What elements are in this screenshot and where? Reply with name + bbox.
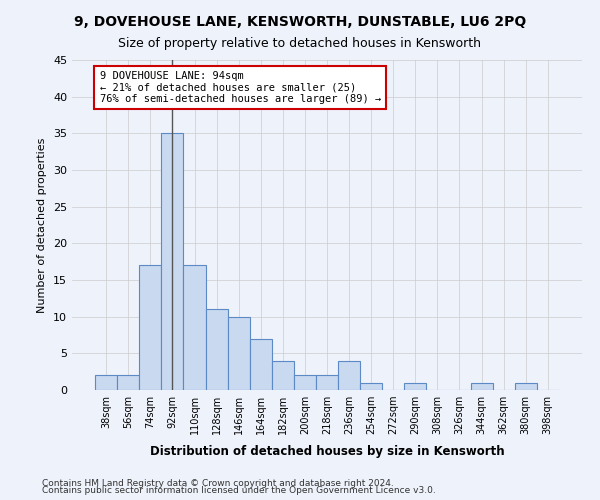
Bar: [316, 376, 338, 390]
Text: Contains public sector information licensed under the Open Government Licence v3: Contains public sector information licen…: [42, 486, 436, 495]
Bar: [184, 266, 206, 390]
Bar: [360, 382, 382, 390]
Bar: [206, 310, 227, 390]
Bar: [404, 382, 427, 390]
Bar: [515, 382, 537, 390]
Text: 9, DOVEHOUSE LANE, KENSWORTH, DUNSTABLE, LU6 2PQ: 9, DOVEHOUSE LANE, KENSWORTH, DUNSTABLE,…: [74, 15, 526, 29]
Bar: [250, 338, 272, 390]
Bar: [227, 316, 250, 390]
Bar: [139, 266, 161, 390]
Text: Contains HM Land Registry data © Crown copyright and database right 2024.: Contains HM Land Registry data © Crown c…: [42, 478, 394, 488]
Bar: [117, 376, 139, 390]
Bar: [272, 360, 294, 390]
X-axis label: Distribution of detached houses by size in Kensworth: Distribution of detached houses by size …: [149, 446, 505, 458]
Bar: [161, 134, 184, 390]
Y-axis label: Number of detached properties: Number of detached properties: [37, 138, 47, 312]
Bar: [95, 376, 117, 390]
Text: 9 DOVEHOUSE LANE: 94sqm
← 21% of detached houses are smaller (25)
76% of semi-de: 9 DOVEHOUSE LANE: 94sqm ← 21% of detache…: [100, 71, 381, 104]
Bar: [338, 360, 360, 390]
Bar: [470, 382, 493, 390]
Text: Size of property relative to detached houses in Kensworth: Size of property relative to detached ho…: [119, 38, 482, 51]
Bar: [294, 376, 316, 390]
